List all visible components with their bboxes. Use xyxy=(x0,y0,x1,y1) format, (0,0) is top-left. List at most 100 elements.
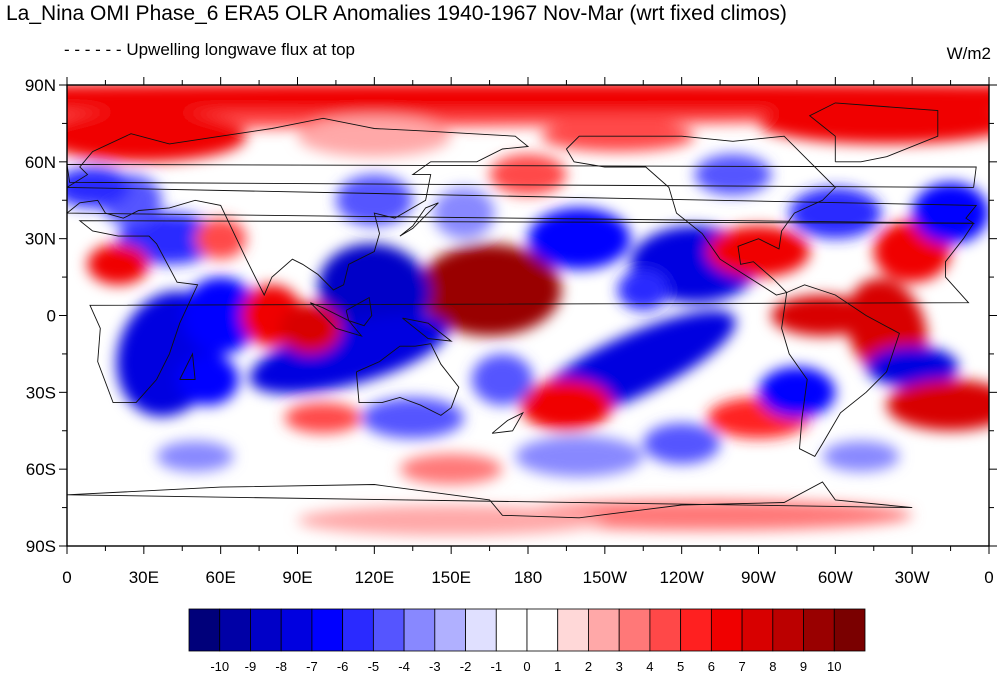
anomaly-contour xyxy=(515,435,644,477)
colorbar-swatch xyxy=(188,608,221,652)
anomaly-contour xyxy=(177,353,239,406)
anomaly-contour xyxy=(694,154,772,196)
colorbar-swatch xyxy=(526,608,559,652)
colorbar-label: -7 xyxy=(306,659,318,674)
colorbar-label: -1 xyxy=(490,659,502,674)
colorbar-swatch xyxy=(710,608,743,652)
colorbar-swatch xyxy=(219,608,251,652)
lon-tick-label: 60W xyxy=(818,568,853,587)
anomaly-contour xyxy=(771,295,874,336)
axis-ticks xyxy=(59,77,997,554)
anomaly-contour xyxy=(502,499,913,531)
anomaly-contour xyxy=(789,187,882,239)
dashed-line-legend-icon: - - - - - - xyxy=(64,40,122,59)
colorbar-label: 7 xyxy=(738,659,745,674)
anomaly-contour xyxy=(617,269,669,311)
coastline xyxy=(399,202,439,237)
lon-tick-label: 90E xyxy=(282,568,312,587)
anomaly-contour xyxy=(489,154,567,196)
map-title: La_Nina OMI Phase_6 ERA5 OLR Anomalies 1… xyxy=(6,2,787,25)
anomaly-contour xyxy=(758,102,989,144)
coastline xyxy=(309,302,363,337)
colorbar-label: 1 xyxy=(554,659,561,674)
colorbar-swatch xyxy=(280,608,313,652)
anomaly-contour xyxy=(156,440,234,472)
anomaly-contour xyxy=(118,213,221,265)
colorbar-label: 5 xyxy=(677,659,684,674)
colorbar-swatch xyxy=(588,608,620,652)
lat-tick-label: 60S xyxy=(26,460,56,479)
colorbar-swatch xyxy=(772,608,804,652)
anomaly-contour xyxy=(643,423,721,465)
lat-tick-label: 60N xyxy=(25,153,56,172)
lon-tick-label: 30E xyxy=(129,568,159,587)
anomaly-contour xyxy=(886,379,989,431)
colorbar-label: 10 xyxy=(827,659,841,674)
coastline xyxy=(781,284,900,457)
anomaly-contour xyxy=(249,314,448,394)
colorbar-swatch xyxy=(618,608,651,652)
colorbar-label: 2 xyxy=(585,659,592,674)
anomaly-contour xyxy=(284,402,362,434)
colorbar-label: -4 xyxy=(398,659,410,674)
colorbar-swatch xyxy=(342,608,374,652)
anomaly-contour xyxy=(417,243,562,336)
colorbar-label: -2 xyxy=(460,659,472,674)
anomaly-contour xyxy=(707,225,810,278)
colorbar-label: 6 xyxy=(708,659,715,674)
lon-tick-label: 150E xyxy=(431,568,471,587)
lon-tick-label: 180 xyxy=(514,568,542,587)
anomaly-contour xyxy=(433,187,495,239)
coastline xyxy=(345,296,373,327)
colorbar-swatch xyxy=(741,608,774,652)
plot-area: 90N 60N 30N 0 30S 60S 90S 0 30E 60E 90E 120E 150E 18… xyxy=(25,76,997,587)
colorbar-label: -10 xyxy=(210,659,229,674)
colorbar-swatch xyxy=(465,608,497,652)
coastline xyxy=(491,411,525,434)
anomaly-contour xyxy=(528,207,631,270)
colorbar-label: -8 xyxy=(275,659,287,674)
anomaly-contour xyxy=(361,397,464,439)
colorbar-swatch xyxy=(803,608,835,652)
coastlines xyxy=(67,102,978,519)
anomaly-contour xyxy=(335,174,413,226)
colorbar-label: -5 xyxy=(368,659,380,674)
colorbar-swatch xyxy=(250,608,282,652)
lat-tick-label: 90N xyxy=(25,76,56,95)
colorbar-swatch xyxy=(649,608,682,652)
anomaly-contour xyxy=(67,85,989,114)
anomaly-contour xyxy=(67,110,247,162)
anomaly-contour xyxy=(67,166,132,208)
longitude-labels: 0 30E 60E 90E 120E 150E 180 150W 120W 90W 60W 30W 0 xyxy=(62,568,993,587)
anomaly-contour xyxy=(297,115,452,157)
colorbar-swatch xyxy=(495,608,528,652)
lon-tick-label: 150W xyxy=(583,568,627,587)
lat-tick-label: 30N xyxy=(25,230,56,249)
lon-tick-label: 90W xyxy=(741,568,776,587)
anomaly-contour xyxy=(182,277,260,354)
lat-tick-label: 90S xyxy=(26,537,56,556)
colorbar-swatch xyxy=(403,608,436,652)
anomaly-contour xyxy=(87,243,149,285)
coastline xyxy=(67,481,913,519)
anomaly-contour xyxy=(279,302,342,354)
anomaly-contour xyxy=(318,243,431,337)
colorbar-swatch xyxy=(833,608,866,652)
lon-tick-label: 120W xyxy=(659,568,703,587)
colorbar-swatch xyxy=(680,608,712,652)
colorbar-label: -3 xyxy=(429,659,441,674)
lon-tick-label: 0 xyxy=(984,568,993,587)
colorbar-swatch xyxy=(434,608,466,652)
colorbar: -10 -9 -8 -7 -6 -5 -4 -3 -2 -1 0 1 2 3 4 5 6 7 8 9 10 xyxy=(188,608,866,674)
lon-tick-label: 60E xyxy=(206,568,236,587)
colorbar-label: 3 xyxy=(616,659,623,674)
coastline xyxy=(566,135,836,296)
anomaly-contour xyxy=(520,379,613,431)
colorbar-swatch xyxy=(372,608,405,652)
anomaly-contour xyxy=(297,505,605,536)
coastline xyxy=(179,352,196,380)
units-label: W/m2 xyxy=(946,44,991,63)
colorbar-swatch xyxy=(311,608,344,652)
coastline xyxy=(67,163,977,188)
lat-tick-label: 0 xyxy=(47,307,56,326)
